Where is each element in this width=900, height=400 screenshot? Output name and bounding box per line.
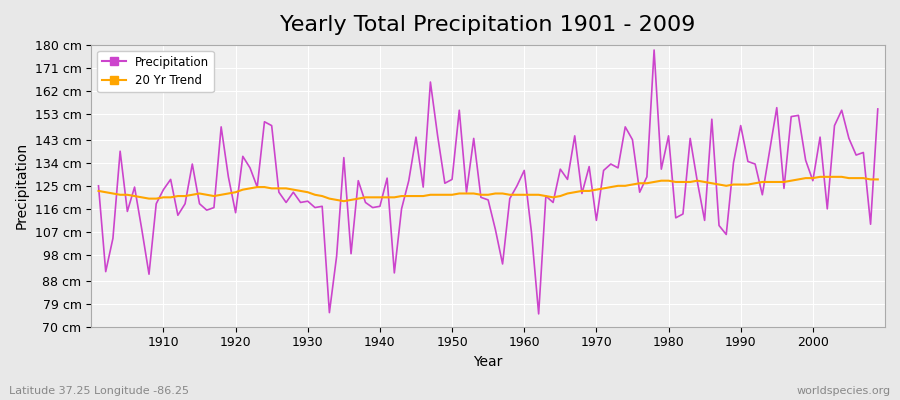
Title: Yearly Total Precipitation 1901 - 2009: Yearly Total Precipitation 1901 - 2009 [281,15,696,35]
Text: Latitude 37.25 Longitude -86.25: Latitude 37.25 Longitude -86.25 [9,386,189,396]
X-axis label: Year: Year [473,355,503,369]
Y-axis label: Precipitation: Precipitation [15,142,29,229]
Legend: Precipitation, 20 Yr Trend: Precipitation, 20 Yr Trend [97,51,214,92]
Text: worldspecies.org: worldspecies.org [796,386,891,396]
